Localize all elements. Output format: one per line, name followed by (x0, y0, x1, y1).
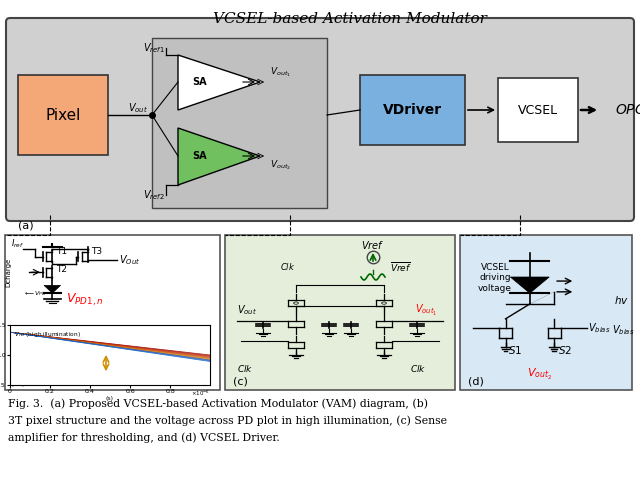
Text: SA: SA (193, 77, 207, 87)
Text: $V_{ref2}$: $V_{ref2}$ (143, 188, 165, 202)
Text: $V_{bias}$: $V_{bias}$ (588, 321, 611, 335)
Polygon shape (178, 128, 260, 185)
Text: $S2$: $S2$ (558, 344, 572, 356)
Polygon shape (178, 55, 260, 110)
Text: $V_{PD1,n}$: $V_{PD1,n}$ (66, 292, 104, 308)
Text: (a): (a) (18, 220, 34, 230)
Text: $V_{out}$: $V_{out}$ (237, 303, 257, 317)
Text: $Clk$: $Clk$ (410, 363, 426, 374)
Text: VCSEL
driving
voltage: VCSEL driving voltage (478, 263, 512, 293)
Text: T2: T2 (56, 265, 67, 274)
Text: VDriver: VDriver (383, 103, 442, 117)
Text: $V_{Out}$: $V_{Out}$ (118, 253, 140, 267)
Bar (152, 38, 327, 208)
Text: $V_{out_2}$: $V_{out_2}$ (527, 367, 552, 382)
Text: $hv$: $hv$ (614, 294, 629, 306)
Bar (460, 235, 632, 390)
Polygon shape (510, 277, 549, 293)
Text: SA: SA (193, 151, 207, 161)
Text: T1: T1 (56, 247, 67, 256)
Text: $Clk$: $Clk$ (237, 363, 253, 374)
Text: (d): (d) (468, 377, 484, 387)
Bar (5, 235, 220, 390)
Text: T3: T3 (92, 247, 102, 256)
Bar (225, 235, 455, 390)
Text: (c): (c) (233, 377, 248, 387)
Text: $V_{out}$: $V_{out}$ (128, 101, 148, 115)
Polygon shape (44, 285, 61, 293)
Text: $V_{out_2}$: $V_{out_2}$ (270, 158, 291, 172)
Text: $V_{ref1}$: $V_{ref1}$ (143, 41, 165, 55)
Text: $Clk$: $Clk$ (280, 262, 295, 273)
Text: (b): (b) (10, 377, 26, 387)
Bar (498, 78, 578, 142)
Text: $Vref$: $Vref$ (362, 239, 385, 251)
Text: $\longleftarrow V_{PD}$: $\longleftarrow V_{PD}$ (23, 289, 46, 297)
Text: Fig. 3.  (a) Proposed VCSEL-based Activation Modulator (VAM) diagram, (b): Fig. 3. (a) Proposed VCSEL-based Activat… (8, 398, 428, 409)
Bar (18, 75, 108, 155)
Text: $V_{out_1}$: $V_{out_1}$ (270, 65, 291, 79)
Text: 3T pixel structure and the voltage across PD plot in high illumination, (c) Sens: 3T pixel structure and the voltage acros… (8, 415, 447, 425)
Text: $V_{bias}$: $V_{bias}$ (612, 323, 634, 337)
Text: amplifier for thresholding, and (d) VCSEL Driver.: amplifier for thresholding, and (d) VCSE… (8, 432, 280, 443)
X-axis label: (s): (s) (106, 396, 114, 400)
FancyBboxPatch shape (6, 18, 634, 221)
Text: VCSEL-based Activation Modulator: VCSEL-based Activation Modulator (213, 12, 487, 26)
Text: VCSEL: VCSEL (518, 103, 558, 116)
Text: Pixel: Pixel (45, 107, 81, 123)
Text: $OPC$: $OPC$ (615, 103, 640, 117)
Text: $\times10^{-6}$: $\times10^{-6}$ (191, 388, 210, 398)
Text: $S1$: $S1$ (508, 344, 522, 356)
Text: $V_{out_1}$: $V_{out_1}$ (415, 302, 438, 318)
Text: Dcharge: Dcharge (6, 258, 12, 287)
Text: $V_{PD}$ (high illumination): $V_{PD}$ (high illumination) (14, 330, 81, 339)
Text: $I_{ref}$: $I_{ref}$ (11, 238, 24, 250)
Bar (360, 75, 465, 145)
Text: $\overline{Vref}$: $\overline{Vref}$ (390, 260, 412, 274)
